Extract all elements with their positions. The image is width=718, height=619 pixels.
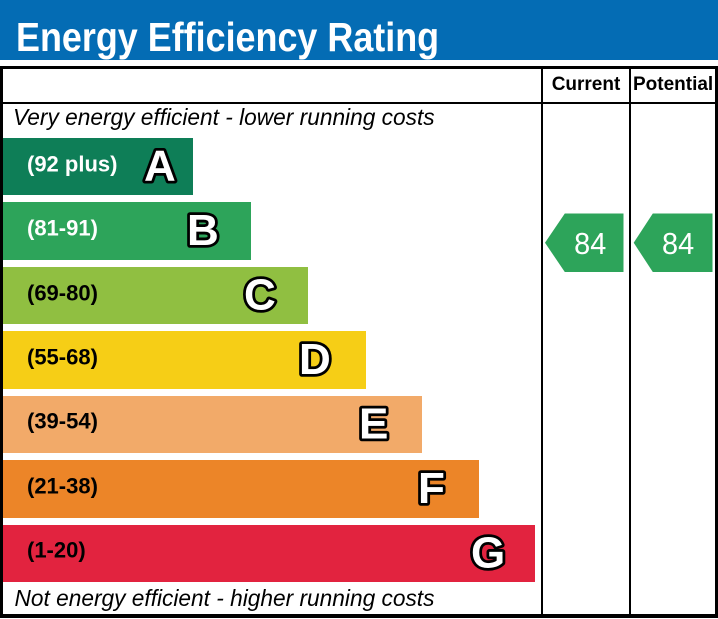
band-a-range: (92 plus) [27, 151, 118, 177]
bottom-note: Not energy efficient - higher running co… [14, 584, 435, 611]
chart-title: Energy Efficiency Rating [16, 14, 440, 60]
band-d-range: (55-68) [27, 344, 98, 370]
band-b-range: (81-91) [27, 215, 98, 241]
band-c-range: (69-80) [27, 280, 98, 306]
potential-column-header: Potential [632, 74, 714, 96]
band-d: (55-68) [3, 331, 366, 389]
header-divider-line [0, 101, 718, 104]
band-e-range: (39-54) [27, 409, 98, 435]
rating-table: Current Potential Very energy efficient … [0, 66, 718, 618]
potential-column-divider [628, 69, 632, 615]
title-bar: Energy Efficiency Rating [0, 0, 718, 60]
band-c: (69-80) [3, 266, 309, 325]
band-a: (92 plus) [3, 138, 194, 196]
band-g: (1-20) [3, 524, 536, 583]
band-g-range: (1-20) [27, 538, 86, 564]
current-column-divider [540, 69, 543, 615]
band-f-range: (21-38) [27, 473, 98, 499]
band-b: (81-91) [3, 202, 252, 260]
band-f: (21-38) [3, 460, 479, 518]
top-note: Very energy efficient - lower running co… [13, 103, 435, 130]
current-column-header: Current [551, 74, 621, 96]
band-e: (39-54) [3, 395, 422, 454]
